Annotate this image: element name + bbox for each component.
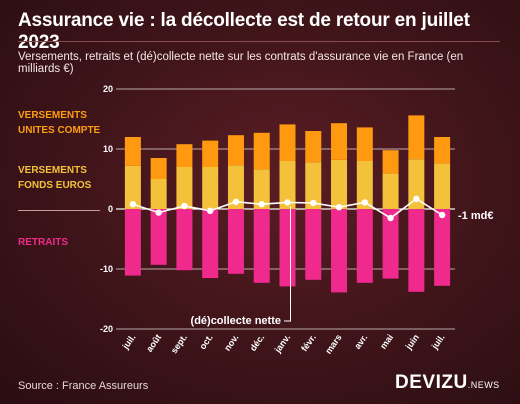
x-tick-label: mars xyxy=(323,332,344,355)
net-point xyxy=(310,199,317,207)
bar-retraits xyxy=(253,209,270,283)
bar-retraits xyxy=(331,209,348,293)
x-tick-label: nov. xyxy=(222,332,240,352)
y-tick-label: 0 xyxy=(108,204,113,214)
legend-fe-label: VERSEMENTS FONDS EUROS xyxy=(18,165,92,191)
net-point xyxy=(387,214,394,222)
brand-sub: .NEWS xyxy=(467,380,500,390)
legend-retraits-label: RETRAITS xyxy=(18,237,68,248)
bar-fonds-euros xyxy=(124,165,141,209)
net-point xyxy=(413,195,420,202)
bar-fonds-euros xyxy=(279,161,296,209)
last-value-label: -1 md€ xyxy=(458,210,493,222)
net-point xyxy=(206,207,214,214)
title-divider xyxy=(18,41,500,42)
y-tick-label: 10 xyxy=(103,144,113,154)
bar-unites-compte xyxy=(279,124,296,161)
bar-retraits xyxy=(356,209,373,283)
bar-unites-compte xyxy=(356,127,373,161)
net-point xyxy=(361,199,369,206)
x-tick-label: oct. xyxy=(197,332,214,351)
bar-fonds-euros xyxy=(356,161,373,209)
legend-divider xyxy=(18,210,100,211)
net-point xyxy=(284,199,291,206)
net-point xyxy=(129,201,137,208)
brand-main: DEVIZU xyxy=(395,372,468,393)
bar-fonds-euros xyxy=(202,167,219,209)
bar-retraits xyxy=(124,209,141,276)
x-tick-label: juil. xyxy=(120,332,138,351)
net-annotation-label: (dé)collecte nette xyxy=(191,315,281,327)
legend-retraits: RETRAITS xyxy=(18,235,68,250)
x-tick-label: janv. xyxy=(272,332,292,355)
bar-retraits xyxy=(202,209,219,278)
net-point xyxy=(258,201,265,208)
bar-retraits xyxy=(382,209,399,279)
bar-unites-compte xyxy=(382,150,399,174)
source-note: Source : France Assureurs xyxy=(18,380,149,392)
chart-title: Assurance vie : la décollecte est de ret… xyxy=(18,10,470,53)
net-point xyxy=(438,211,446,219)
chart-subtitle: Versements, retraits et (dé)collecte net… xyxy=(18,51,464,75)
bar-fonds-euros xyxy=(305,162,322,209)
bar-unites-compte xyxy=(227,135,244,166)
x-tick-label: sept. xyxy=(169,332,189,355)
bar-retraits xyxy=(150,209,167,265)
bar-fonds-euros xyxy=(227,165,244,209)
bar-unites-compte xyxy=(434,137,451,164)
bar-retraits xyxy=(434,209,451,286)
bar-fonds-euros xyxy=(434,163,451,209)
bar-fonds-euros xyxy=(408,159,425,209)
bar-fonds-euros xyxy=(331,159,348,209)
y-tick-label: 20 xyxy=(103,84,113,94)
y-tick-label: -10 xyxy=(100,264,113,274)
bar-unites-compte xyxy=(202,140,219,167)
x-tick-label: déc. xyxy=(248,332,267,352)
bar-unites-compte xyxy=(305,131,322,163)
bar-unites-compte xyxy=(150,158,167,179)
bar-unites-compte xyxy=(408,115,425,160)
net-point xyxy=(155,209,162,216)
bar-retraits xyxy=(305,209,322,280)
x-tick-label: févr. xyxy=(299,332,318,353)
brand-logo: DEVIZU.NEWS xyxy=(395,372,500,394)
bar-retraits xyxy=(176,209,193,271)
bar-fonds-euros xyxy=(253,169,270,209)
net-leader-line xyxy=(284,206,291,322)
bar-unites-compte xyxy=(331,123,348,160)
bar-unites-compte xyxy=(124,137,141,166)
x-tick-label: août xyxy=(144,332,163,353)
bar-unites-compte xyxy=(253,132,270,170)
x-tick-label: juin xyxy=(403,332,421,352)
bar-fonds-euros xyxy=(150,179,167,209)
net-point xyxy=(181,202,188,210)
x-tick-label: juil. xyxy=(429,332,447,351)
bar-retraits xyxy=(227,209,244,274)
bar-fonds-euros xyxy=(176,167,193,209)
legend-versements-fonds-euros: VERSEMENTS FONDS EUROS xyxy=(18,163,91,193)
net-point xyxy=(232,198,240,205)
bar-fonds-euros xyxy=(382,173,399,209)
bar-unites-compte xyxy=(176,144,193,167)
bar-retraits xyxy=(279,209,296,287)
legend-versements-uc: VERSEMENTS UNITES COMPTE xyxy=(18,108,100,138)
bar-retraits xyxy=(408,209,425,292)
x-tick-label: mai xyxy=(378,332,395,350)
x-tick-label: avr. xyxy=(352,332,369,350)
y-tick-label: -20 xyxy=(100,324,113,334)
net-point xyxy=(335,204,343,211)
legend-uc-label: VERSEMENTS UNITES COMPTE xyxy=(18,110,101,136)
